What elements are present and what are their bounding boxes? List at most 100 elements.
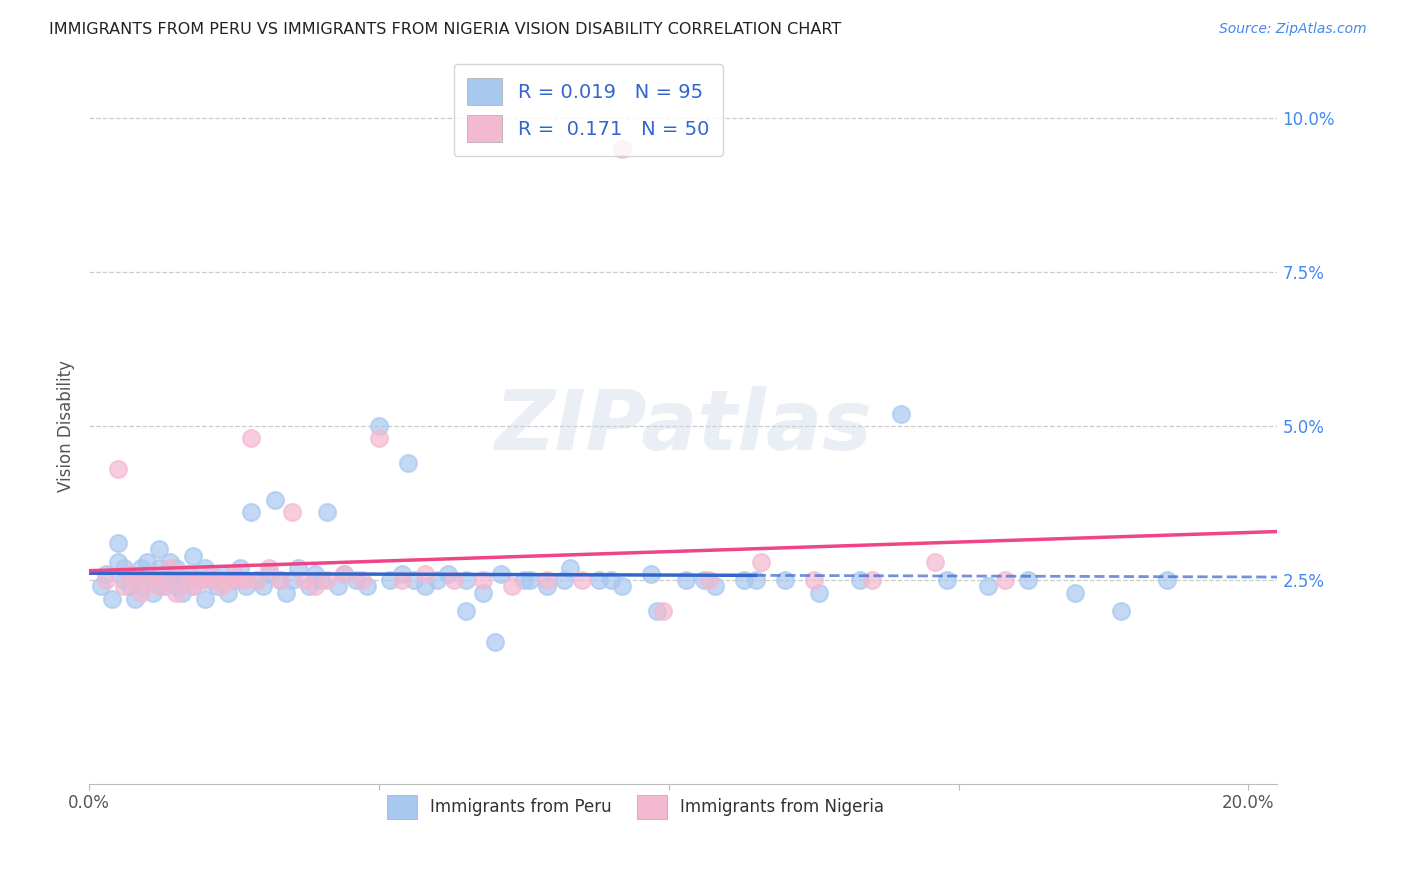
Point (217, 574, 239, 588)
Point (298, 579, 321, 593)
Point (148, 579, 170, 593)
Point (142, 574, 165, 588)
Point (744, 574, 766, 588)
Point (751, 555, 773, 569)
Point (90, 579, 112, 593)
Point (240, 505, 263, 519)
Point (1156, 574, 1178, 588)
Point (118, 567, 141, 582)
Point (860, 574, 883, 588)
Point (112, 574, 135, 588)
Point (1109, 604, 1132, 618)
Point (194, 591, 217, 606)
Point (484, 635, 506, 649)
Point (112, 579, 135, 593)
Point (344, 574, 367, 588)
Point (599, 574, 621, 588)
Point (652, 604, 675, 618)
Point (803, 574, 825, 588)
Point (281, 574, 304, 588)
Point (489, 567, 512, 582)
Point (333, 567, 356, 582)
Text: Source: ZipAtlas.com: Source: ZipAtlas.com (1219, 22, 1367, 37)
Point (229, 561, 252, 575)
Point (697, 574, 720, 588)
Point (924, 555, 946, 569)
Point (235, 579, 257, 593)
Point (170, 574, 193, 588)
Point (240, 432, 263, 446)
Point (252, 579, 274, 593)
Point (165, 585, 187, 599)
Point (304, 579, 326, 593)
Point (281, 505, 304, 519)
Point (148, 542, 170, 557)
Point (183, 579, 205, 593)
Point (129, 579, 152, 593)
Point (222, 567, 245, 582)
Legend: Immigrants from Peru, Immigrants from Nigeria: Immigrants from Peru, Immigrants from Ni… (381, 789, 891, 825)
Point (292, 574, 315, 588)
Point (153, 579, 176, 593)
Point (205, 574, 228, 588)
Point (367, 432, 389, 446)
Point (519, 574, 541, 588)
Point (849, 574, 872, 588)
Point (205, 579, 228, 593)
Point (536, 579, 558, 593)
Point (443, 574, 465, 588)
Point (112, 561, 135, 575)
Point (165, 579, 187, 593)
Point (229, 574, 252, 588)
Point (170, 574, 193, 588)
Point (380, 574, 402, 588)
Point (553, 574, 575, 588)
Point (645, 604, 668, 618)
Point (153, 567, 176, 582)
Point (188, 574, 211, 588)
Point (612, 579, 634, 593)
Point (165, 561, 187, 575)
Point (183, 579, 205, 593)
Point (396, 456, 419, 470)
Point (217, 585, 239, 599)
Point (107, 462, 129, 476)
Point (142, 585, 165, 599)
Point (391, 567, 413, 582)
Point (350, 574, 373, 588)
Point (402, 574, 425, 588)
Point (269, 574, 291, 588)
Point (437, 567, 460, 582)
Point (413, 579, 436, 593)
Point (733, 574, 755, 588)
Point (96, 567, 118, 582)
Point (176, 567, 198, 582)
Point (263, 493, 285, 508)
Point (101, 591, 124, 606)
Y-axis label: Vision Disability: Vision Disability (58, 360, 75, 492)
Point (454, 604, 477, 618)
Point (107, 555, 129, 569)
Point (571, 574, 593, 588)
Point (269, 574, 291, 588)
Point (276, 585, 298, 599)
Point (194, 574, 217, 588)
Point (118, 579, 141, 593)
Point (257, 567, 280, 582)
Text: IMMIGRANTS FROM PERU VS IMMIGRANTS FROM NIGERIA VISION DISABILITY CORRELATION CH: IMMIGRANTS FROM PERU VS IMMIGRANTS FROM … (49, 22, 841, 37)
Point (235, 574, 257, 588)
Point (136, 555, 159, 569)
Point (773, 574, 796, 588)
Point (124, 574, 146, 588)
Point (170, 585, 193, 599)
Point (560, 561, 582, 575)
Point (159, 561, 181, 575)
Point (107, 536, 129, 550)
Point (704, 579, 727, 593)
Point (994, 574, 1017, 588)
Point (472, 585, 495, 599)
Point (211, 567, 233, 582)
Point (808, 585, 831, 599)
Point (124, 574, 146, 588)
Point (936, 574, 959, 588)
